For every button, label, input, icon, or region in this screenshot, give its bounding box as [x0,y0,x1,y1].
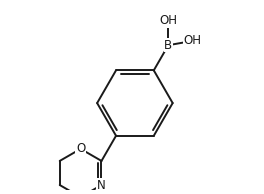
Text: OH: OH [184,34,202,47]
Text: N: N [97,178,106,191]
Text: B: B [164,39,172,52]
Text: OH: OH [159,14,177,27]
Text: O: O [76,142,85,155]
